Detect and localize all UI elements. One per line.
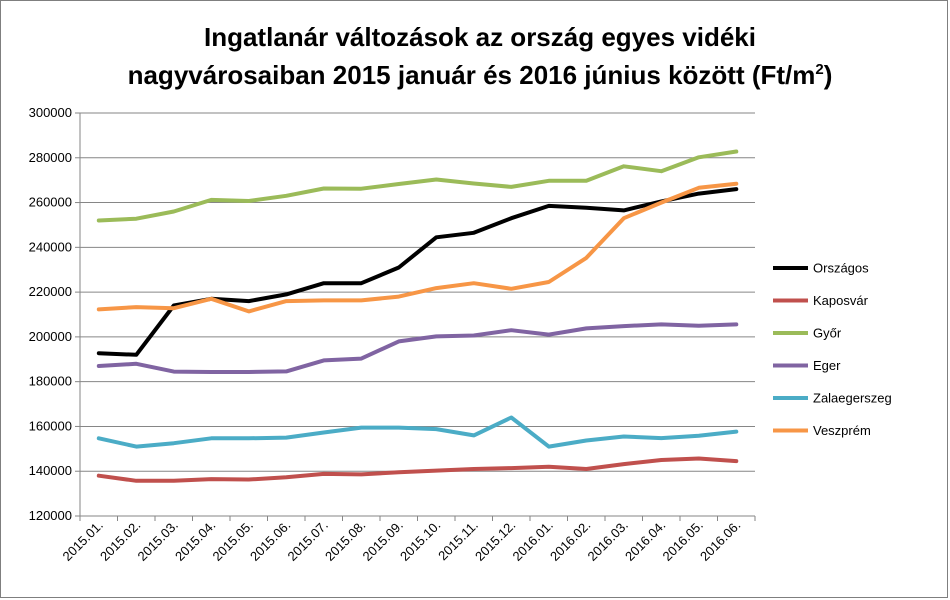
chart-title: Ingatlanár változások az ország egyes vi… — [128, 22, 833, 90]
title-line-1: Ingatlanár változások az ország egyes vi… — [204, 22, 756, 52]
legend-label: Győr — [813, 326, 842, 341]
x-tick-label: 2015.10. — [397, 518, 443, 564]
series-line — [96, 415, 739, 449]
y-tick-label: 280000 — [29, 150, 72, 165]
y-tick-label: 300000 — [29, 105, 72, 120]
y-tick-label: 120000 — [29, 508, 72, 523]
x-tick-label: 2016.03. — [584, 518, 630, 564]
x-tick-label: 2015.03. — [134, 518, 180, 564]
series-line — [96, 187, 739, 357]
gridlines — [80, 112, 755, 517]
series-line — [96, 322, 739, 374]
y-tick-label: 220000 — [29, 284, 72, 299]
x-tick-label: 2016.05. — [659, 518, 705, 564]
x-tick-label: 2015.01. — [59, 518, 105, 564]
title-close: ) — [824, 60, 833, 90]
series-line — [96, 149, 739, 223]
x-tick-label: 2015.08. — [322, 518, 368, 564]
x-tick-label: 2015.04. — [172, 518, 218, 564]
y-tick-label: 200000 — [29, 329, 72, 344]
legend-label: Zalaegerszeg — [813, 391, 892, 406]
title-superscript: 2 — [815, 61, 823, 78]
series-line — [96, 456, 739, 483]
x-tick-label: 2015.06. — [247, 518, 293, 564]
y-tick-label: 240000 — [29, 239, 72, 254]
x-axis: 2015.01.2015.02.2015.03.2015.04.2015.05.… — [59, 515, 756, 564]
x-tick-label: 2015.05. — [209, 518, 255, 564]
legend-label: Eger — [813, 358, 841, 373]
y-tick-label: 140000 — [29, 463, 72, 478]
title-line-2: nagyvárosaiban 2015 január és 2016 júniu… — [128, 60, 833, 90]
y-tick-label: 260000 — [29, 195, 72, 210]
series-lines — [96, 149, 739, 483]
legend: Országos Kaposvár Győr Eger Zalaegerszeg Vesz… — [773, 261, 892, 438]
x-tick-label: 2016.02. — [547, 518, 593, 564]
x-tick-label: 2015.12. — [472, 518, 518, 564]
y-axis: 120000 140000 160000 180000 200000 220000 2400… — [29, 105, 81, 523]
legend-label: Országos — [813, 261, 869, 276]
x-tick-label: 2016.06. — [697, 518, 743, 564]
series-line — [96, 181, 739, 314]
y-tick-label: 160000 — [29, 418, 72, 433]
x-tick-label: 2016.04. — [622, 518, 668, 564]
x-tick-label: 2015.02. — [97, 518, 143, 564]
title-line-2-main: nagyvárosaiban 2015 január és 2016 júniu… — [128, 60, 816, 90]
y-tick-label: 180000 — [29, 374, 72, 389]
x-tick-label: 2016.01. — [509, 518, 555, 564]
x-tick-label: 2015.07. — [284, 518, 330, 564]
legend-label: Kaposvár — [813, 293, 869, 308]
x-tick-label: 2015.09. — [359, 518, 405, 564]
legend-label: Veszprém — [813, 423, 871, 438]
